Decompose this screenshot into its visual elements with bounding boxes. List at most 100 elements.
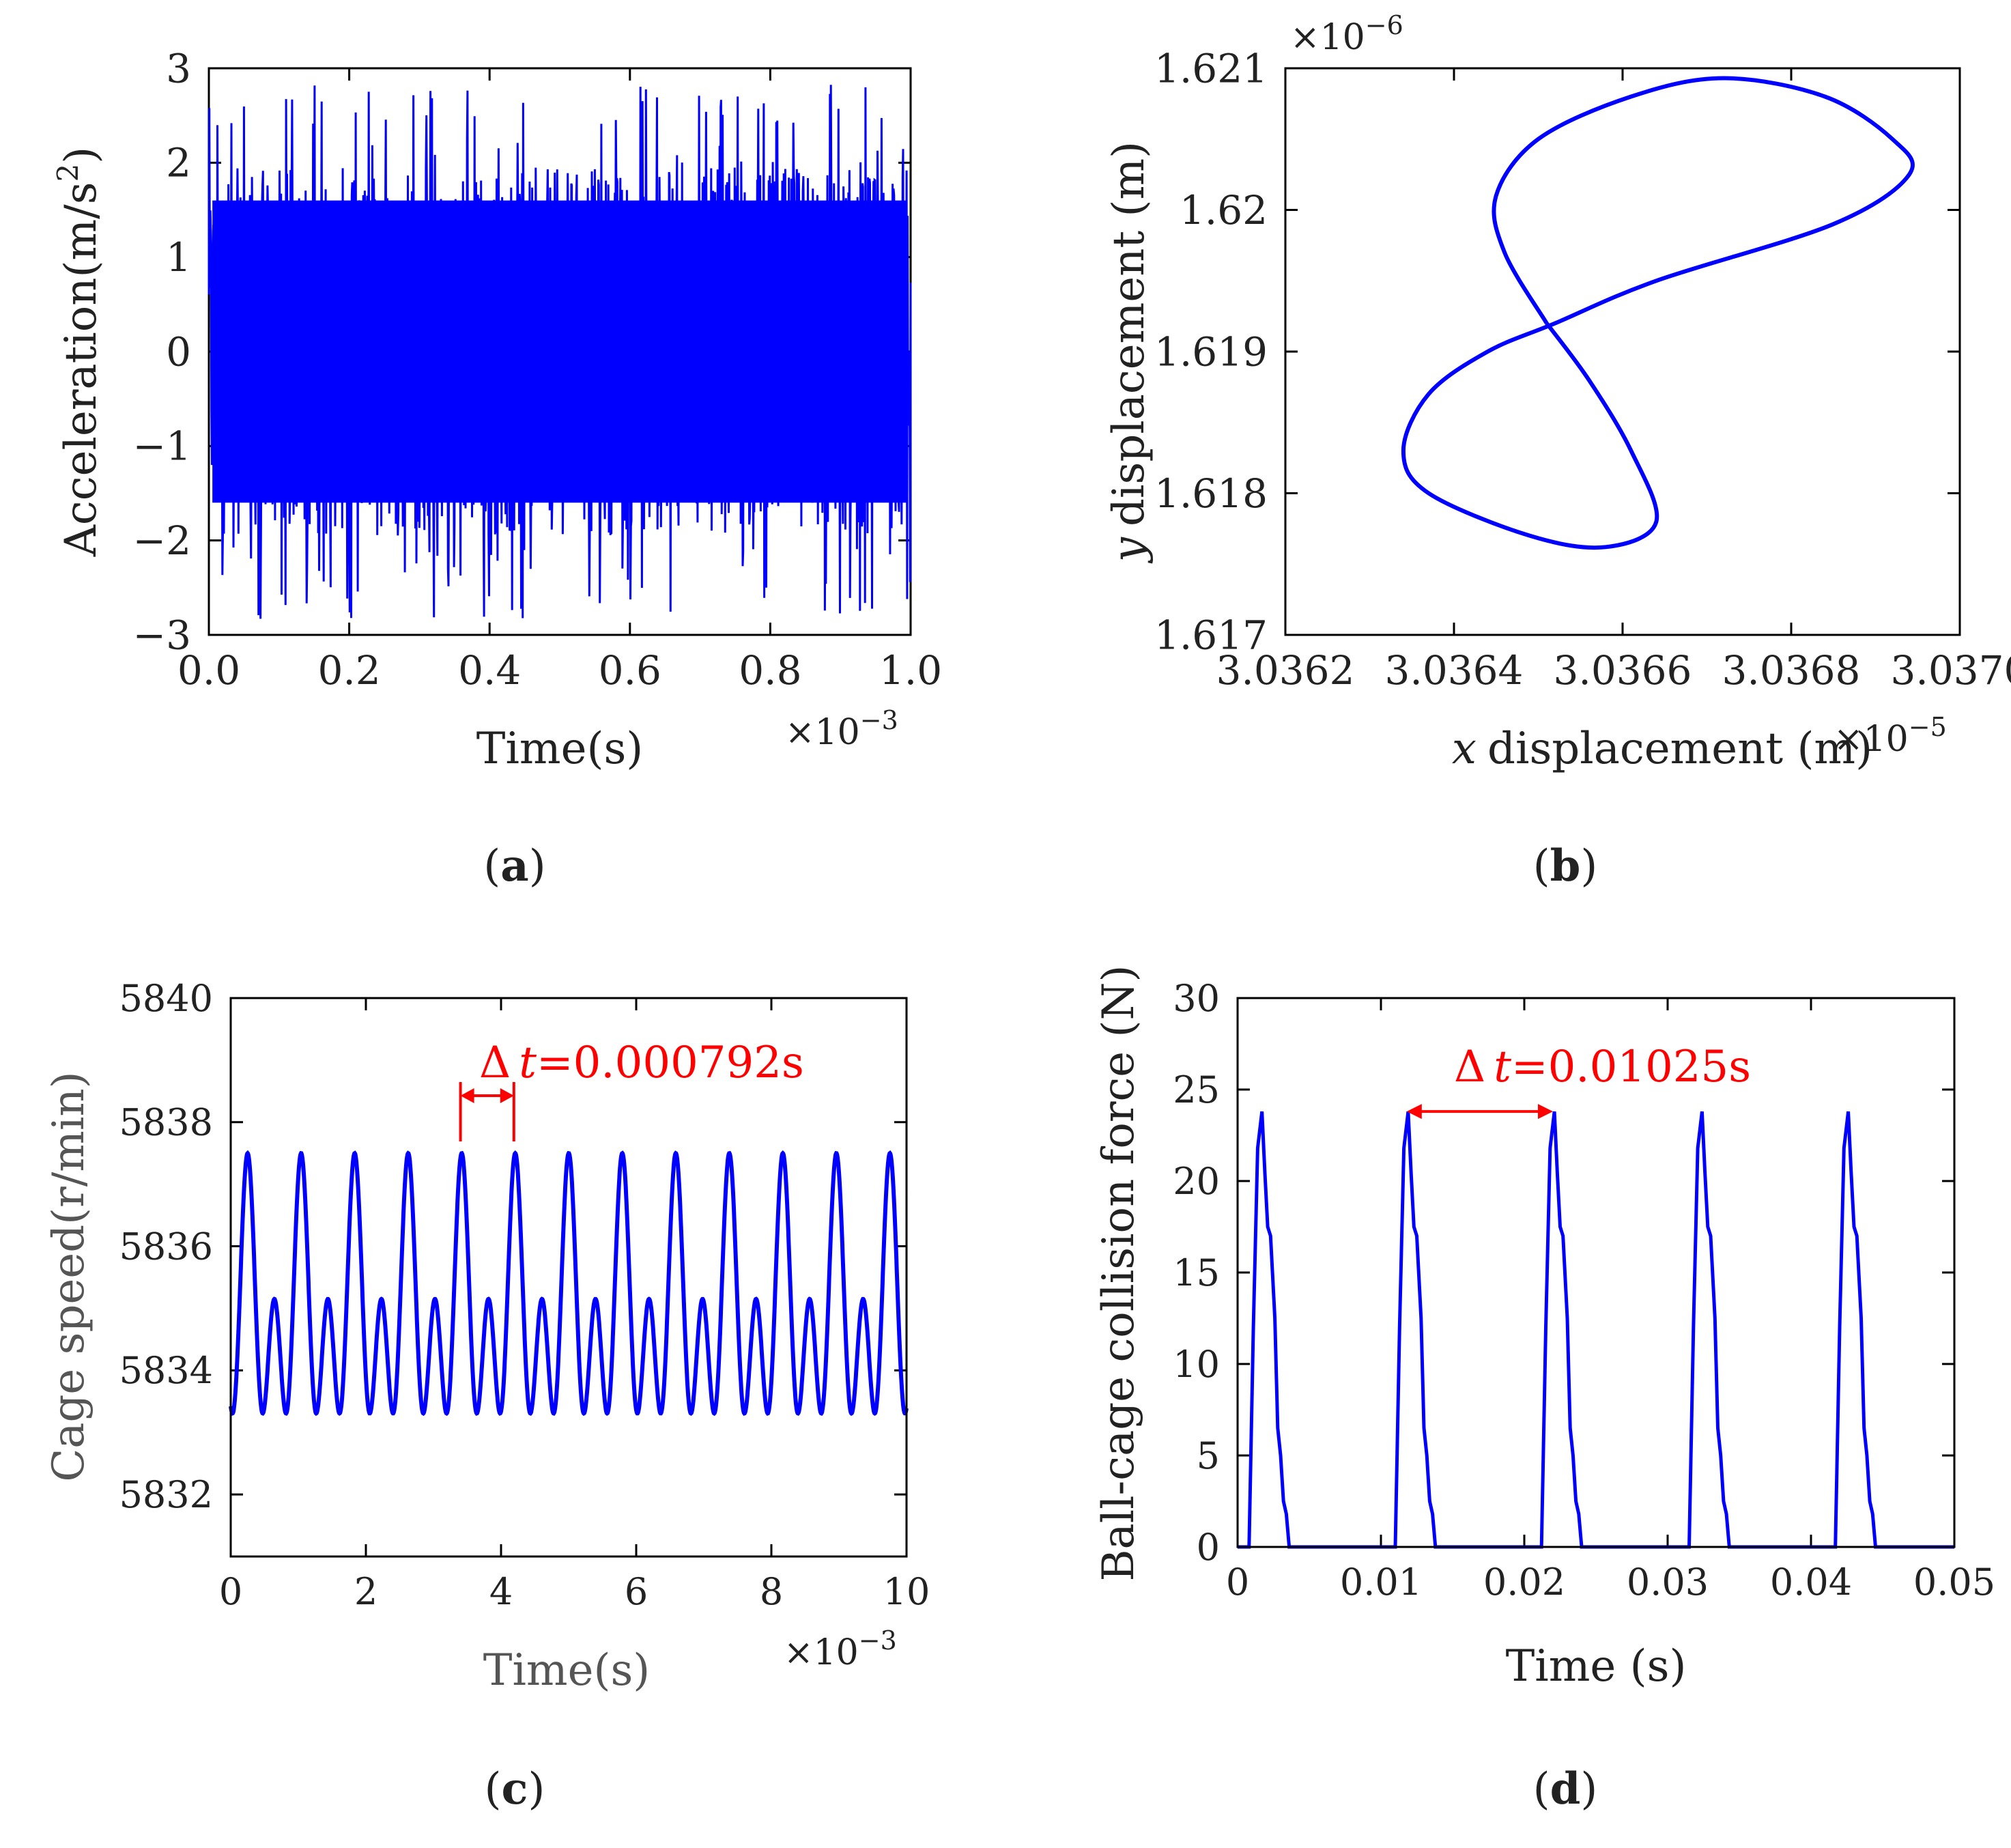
panel-d-label: (d) xyxy=(1533,1763,1598,1815)
panel-b-x-multiplier-exp: −5 xyxy=(1909,712,1947,742)
panel-a-label: (a) xyxy=(483,840,545,892)
panel-d-xlabel: Time (s) xyxy=(1506,1641,1687,1692)
x-tick-label: 0.6 xyxy=(599,647,661,694)
x-tick-label: 0.05 xyxy=(1913,1561,1995,1604)
panel-b-ylabel-text: displacement (m) xyxy=(1104,141,1154,526)
y-tick-label: −1 xyxy=(133,423,192,470)
x-tick-label: 0.03 xyxy=(1627,1561,1709,1604)
y-tick-label: 25 xyxy=(1173,1068,1220,1111)
x-tick-label: 0 xyxy=(219,1570,242,1613)
panel-b-y-multiplier: ×10−6 xyxy=(1290,10,1403,58)
x-tick-label: 0.01 xyxy=(1340,1561,1422,1604)
panel-c-label: (c) xyxy=(485,1763,545,1815)
panel-a-ylabel-base: Acceleration(m/s xyxy=(56,182,106,557)
panel-b-ticks: 3.0362 3.0364 3.0366 3.0368 3.0370 1.617 1.618… xyxy=(1154,45,2011,694)
x-tick-label: 0 xyxy=(1226,1561,1249,1604)
y-tick-label: 30 xyxy=(1173,977,1220,1020)
panel-b-axes-box xyxy=(1284,67,1961,636)
panel-a-ylabel: Acceleration(m/s2) xyxy=(51,147,106,558)
panel-d-annotation-delta: Δ xyxy=(1454,1042,1485,1092)
panel-b-xlabel: x displacement (m) xyxy=(1452,724,1872,774)
panel-a-plot xyxy=(208,85,912,619)
panel-d-label-letter: d xyxy=(1550,1763,1581,1815)
panel-a-x-multiplier-exp: −3 xyxy=(860,705,898,735)
panel-d-annotation-arrowhead-right xyxy=(1538,1104,1553,1120)
panel-c-annotation-delta: Δ xyxy=(479,1038,511,1088)
x-tick-label: 3.0366 xyxy=(1554,647,1692,694)
panel-b-xlabel-text: displacement (m) xyxy=(1487,724,1872,774)
panel-d-annotation xyxy=(1406,1104,1553,1120)
y-tick-label: 5832 xyxy=(119,1473,213,1516)
panel-b-xlabel-var: x xyxy=(1452,724,1477,774)
y-tick-label: 0 xyxy=(166,328,191,375)
panel-d-series-line xyxy=(1238,1111,1954,1549)
y-tick-label: 3 xyxy=(166,45,191,91)
y-tick-label: 10 xyxy=(1173,1343,1220,1386)
panel-b-y-multiplier-exp: −6 xyxy=(1365,10,1403,40)
panel-c-x-multiplier-exp: −3 xyxy=(859,1625,897,1655)
panel-b-orbit-line xyxy=(1401,76,1915,550)
y-tick-label: 2 xyxy=(166,140,191,186)
y-tick-label: 1.621 xyxy=(1154,45,1268,91)
y-tick-label: 1.617 xyxy=(1154,612,1268,658)
panel-c-ylabel: Cage speed(r/min) xyxy=(44,1071,94,1481)
panel-b-y-multiplier-base: ×10 xyxy=(1290,17,1365,58)
y-tick-label: −3 xyxy=(133,612,192,658)
x-tick-label: 6 xyxy=(625,1570,648,1613)
panel-c-annotation-value: =0.000792s xyxy=(537,1038,804,1088)
x-tick-label: 2 xyxy=(354,1570,377,1613)
x-tick-label: 0.0 xyxy=(177,647,240,694)
panel-a-label-letter: a xyxy=(500,840,528,892)
panel-c-axes-box xyxy=(229,997,908,1558)
panel-c-ticks: 0 2 4 6 8 10 5832 5834 5836 5838 5840 xyxy=(119,977,930,1613)
y-tick-label: 5840 xyxy=(119,977,213,1020)
panel-c-x-multiplier-base: ×10 xyxy=(784,1632,859,1673)
panel-c-series-line xyxy=(229,1150,909,1417)
x-tick-label: 0.2 xyxy=(317,647,380,694)
panel-a-xlabel: Time(s) xyxy=(476,724,644,774)
panel-b-chart: 3.0362 3.0364 3.0366 3.0368 3.0370 1.617 1.618… xyxy=(1104,10,2011,892)
y-tick-label: 5 xyxy=(1197,1434,1220,1477)
panel-d-ylabel: Ball-cage collision force (N) xyxy=(1094,965,1144,1582)
x-tick-label: 3.0362 xyxy=(1216,647,1355,694)
x-tick-label: 0.04 xyxy=(1770,1561,1852,1604)
panel-b-plot xyxy=(1401,76,1915,550)
panel-c-x-multiplier: ×10−3 xyxy=(784,1625,897,1673)
y-tick-label: 1 xyxy=(166,234,191,281)
panel-a-ylabel-sup: 2 xyxy=(51,164,85,182)
x-tick-label: 1.0 xyxy=(879,647,942,694)
x-tick-label: 4 xyxy=(489,1570,513,1613)
panel-c-plot xyxy=(229,1150,909,1417)
y-tick-label: −2 xyxy=(133,517,192,564)
panel-c-annotation xyxy=(459,1082,515,1141)
y-tick-label: 15 xyxy=(1173,1251,1220,1294)
panel-c-annotation-arrowhead-right xyxy=(500,1088,514,1103)
panel-c-annotation-var: t xyxy=(519,1038,537,1088)
panel-a-chart: 0.0 0.2 0.4 0.6 0.8 1.0 −3 −2 −1 0 1 2 3 Time(s) ×10… xyxy=(51,45,942,892)
panel-d-annotation-arrowhead-left xyxy=(1406,1104,1422,1120)
y-tick-label: 1.618 xyxy=(1154,470,1268,517)
panel-c-xlabel: Time(s) xyxy=(483,1645,651,1696)
y-tick-label: 5838 xyxy=(119,1101,213,1144)
panel-a-signal-core xyxy=(212,200,907,503)
y-tick-label: 1.62 xyxy=(1180,187,1268,233)
x-tick-label: 8 xyxy=(760,1570,783,1613)
panel-a-ticks: 0.0 0.2 0.4 0.6 0.8 1.0 −3 −2 −1 0 1 2 3 xyxy=(133,45,943,694)
panel-b-x-multiplier-base: ×10 xyxy=(1834,719,1909,760)
x-tick-label: 3.0364 xyxy=(1385,647,1524,694)
x-tick-label: 0.8 xyxy=(739,647,801,694)
y-tick-label: 5834 xyxy=(119,1349,213,1392)
panel-c-annotation-arrowhead-left xyxy=(460,1088,474,1103)
x-tick-label: 3.0368 xyxy=(1722,647,1861,694)
panel-d-plot xyxy=(1238,1111,1954,1549)
panel-a-x-multiplier-base: ×10 xyxy=(785,712,860,753)
y-tick-label: 20 xyxy=(1173,1160,1220,1203)
y-tick-label: 0 xyxy=(1197,1526,1220,1569)
panel-b-label-letter: b xyxy=(1550,840,1581,892)
x-tick-label: 3.0370 xyxy=(1891,647,2011,694)
